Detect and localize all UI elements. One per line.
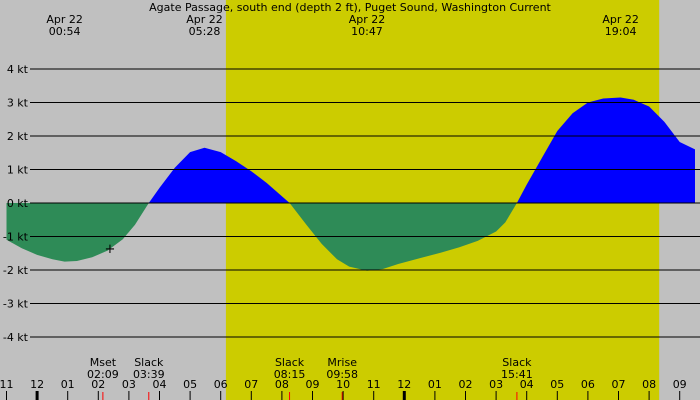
bottom-event-label: Slack	[134, 356, 164, 369]
hour-tick-label: 06	[214, 378, 228, 391]
hour-tick-label: 02	[459, 378, 473, 391]
hour-tick-label: 04	[153, 378, 167, 391]
top-event-date: Apr 22	[46, 13, 83, 26]
hour-tick-label: 08	[642, 378, 656, 391]
y-tick-label: 4 kt	[7, 63, 29, 76]
hour-tick-label: 04	[520, 378, 534, 391]
chart-title: Agate Passage, south end (depth 2 ft), P…	[149, 1, 551, 14]
bottom-event-label: Mset	[90, 356, 117, 369]
hour-tick-label: 11	[0, 378, 14, 391]
hour-tick-label: 07	[244, 378, 258, 391]
bottom-event-time: 09:58	[326, 368, 358, 381]
top-event-date: Apr 22	[186, 13, 223, 26]
bottom-event-time: 15:41	[501, 368, 533, 381]
top-event-time: 10:47	[351, 25, 383, 38]
hour-tick-label: 12	[30, 378, 44, 391]
bottom-event-time: 02:09	[87, 368, 119, 381]
top-event-time: 05:28	[189, 25, 221, 38]
y-tick-label: 1 kt	[7, 164, 29, 177]
hour-tick-label: 08	[275, 378, 289, 391]
flood-area-1	[148, 147, 290, 203]
cursor-crosshair: +	[105, 242, 116, 257]
hour-tick-label: 03	[122, 378, 136, 391]
y-tick-label: -2 kt	[3, 264, 29, 277]
hour-tick-label: 12	[397, 378, 411, 391]
hour-tick-label: 11	[367, 378, 381, 391]
y-tick-label: 3 kt	[7, 97, 29, 110]
hour-tick-label: 01	[61, 378, 75, 391]
top-event-time: 00:54	[49, 25, 81, 38]
y-axis-labels: 4 kt 3 kt 2 kt 1 kt 0 kt -1 kt -2 kt -3 kt -4 kt	[3, 63, 29, 344]
grid-lines	[30, 68, 700, 338]
hour-tick-label: 07	[612, 378, 626, 391]
hour-tick-label: 09	[673, 378, 687, 391]
hour-tick-label: 09	[306, 378, 320, 391]
bottom-event-label: Slack	[502, 356, 532, 369]
hour-tick-label: 10	[336, 378, 350, 391]
bottom-event-label: Mrise	[327, 356, 357, 369]
y-tick-label: -4 kt	[3, 331, 29, 344]
hour-tick-label: 05	[183, 378, 197, 391]
bottom-event-time: 08:15	[274, 368, 306, 381]
top-event-date: Apr 22	[349, 13, 386, 26]
top-event-time: 19:04	[605, 25, 637, 38]
flood-area-3	[516, 97, 695, 203]
bottom-event-labels: Mset02:09Slack03:39Slack08:15Mrise09:58S…	[87, 356, 533, 400]
hour-axis: 11 12 01 02 03 04 05 06 07 08 09 10 11 12 01 02 03 04 05 06…	[0, 378, 687, 400]
y-tick-label: 0 kt	[7, 197, 29, 210]
bottom-event-time: 03:39	[133, 368, 165, 381]
hour-tick-label: 03	[489, 378, 503, 391]
hour-tick-label: 01	[428, 378, 442, 391]
hour-tick-label: 02	[91, 378, 105, 391]
ebb-area-0	[6, 203, 149, 262]
y-tick-label: 2 kt	[7, 130, 29, 143]
top-event-date: Apr 22	[602, 13, 639, 26]
y-tick-label: -1 kt	[3, 231, 29, 244]
hour-tick-label: 06	[581, 378, 595, 391]
hour-tick-label: 05	[550, 378, 564, 391]
y-tick-label: -3 kt	[3, 298, 29, 311]
bottom-event-label: Slack	[275, 356, 305, 369]
